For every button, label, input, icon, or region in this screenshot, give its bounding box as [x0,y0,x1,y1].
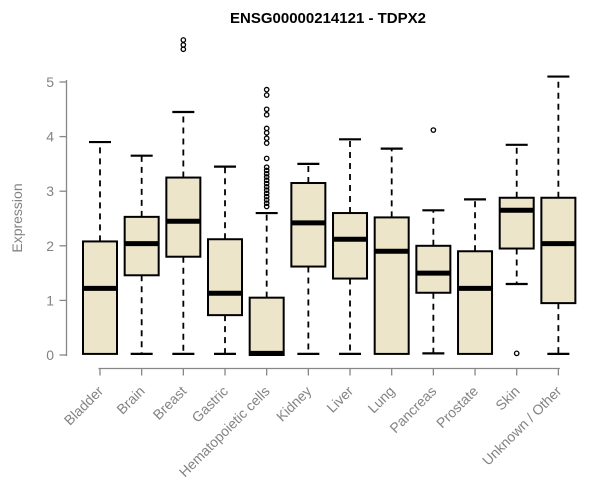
outlier-point [263,135,270,142]
outlier-point [263,125,270,132]
y-tick-label: 2 [46,238,54,254]
box-group-breast [165,37,202,356]
box-group-pancreas [415,127,452,355]
box-group-gastric [207,165,244,356]
box-group-lung [373,147,410,355]
x-category-label-kidney: Kidney [273,383,315,425]
y-tick-label: 5 [46,74,54,90]
iqr-box [332,212,369,280]
outlier-point [513,350,520,357]
box-group-prostate [457,198,494,355]
box-group-liver [332,138,369,356]
iqr-box [457,250,494,355]
outlier-point [263,174,270,180]
x-category-label-lung: Lung [364,383,397,416]
iqr-box [165,176,202,258]
box-group-hematopoietic-cells [248,86,285,357]
x-category-label-skin: Skin [492,383,523,414]
box-group-skin [498,143,535,357]
y-tick-label: 3 [46,183,54,199]
outlier-point [263,155,270,162]
box-group-brain [123,154,160,356]
iqr-box [82,240,118,355]
x-category-label-prostate: Prostate [433,383,481,431]
box-group-unknown-other [540,75,577,356]
outlier-point [263,203,270,210]
outlier-point [263,140,270,147]
outlier-point [263,86,270,93]
outlier-point [263,164,270,171]
x-category-label-unknown-other: Unknown / Other [479,383,565,469]
outlier-point [263,190,270,197]
x-category-label-brain: Brain [113,383,147,417]
chart-title: ENSG00000214121 - TDPX2 [230,10,426,27]
outlier-point [263,167,270,174]
outlier-point [263,170,270,177]
outlier-point [180,37,187,43]
x-category-label-breast: Breast [150,383,190,423]
iqr-box [373,216,410,355]
y-tick-label: 4 [46,129,54,145]
iqr-box [540,196,577,305]
outlier-point [263,183,270,190]
iqr-box [498,196,535,250]
outlier-point [263,180,270,187]
outlier-point [263,111,270,118]
outlier-point [263,92,270,98]
outlier-point [263,200,270,207]
box-group-kidney [290,162,327,356]
iqr-box [415,244,452,294]
x-category-label-bladder: Bladder [61,383,107,429]
iqr-box [207,238,244,317]
box-group-bladder [82,140,118,355]
y-tick-label: 0 [46,347,54,363]
iqr-box [248,296,285,357]
outlier-point [263,197,270,203]
outlier-point [263,187,270,193]
outlier-point [263,193,270,200]
x-category-label-liver: Liver [323,383,356,416]
outlier-point [263,106,270,113]
outlier-point [263,177,270,184]
y-tick-label: 1 [46,292,54,308]
outlier-point [430,127,437,133]
